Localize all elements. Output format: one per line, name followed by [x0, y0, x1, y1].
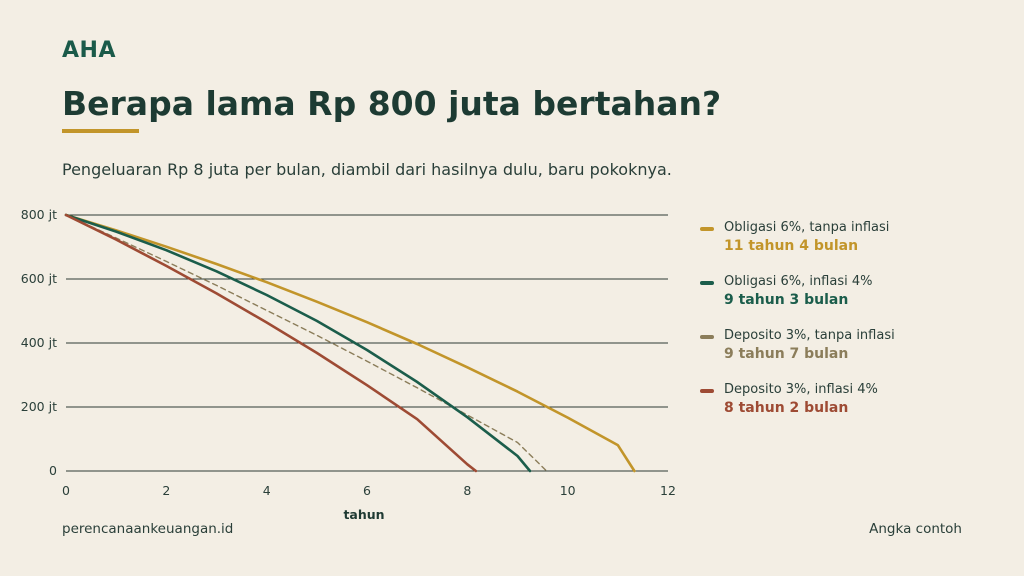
legend-swatch — [700, 227, 714, 231]
x-tick-label: 6 — [363, 483, 371, 498]
legend-swatch — [700, 389, 714, 393]
page-subtitle: Pengeluaran Rp 8 juta per bulan, diambil… — [62, 160, 672, 179]
brand-logo: AHA — [62, 38, 116, 63]
x-axis-label: tahun — [343, 507, 384, 522]
legend-series-result: 9 tahun 3 bulan — [724, 292, 849, 308]
legend-series-name: Obligasi 6%, tanpa inflasi — [724, 220, 890, 235]
sample-note: Angka contoh — [869, 521, 962, 537]
legend-series-name: Deposito 3%, tanpa inflasi — [724, 328, 895, 343]
y-tick-label: 800 jt — [21, 207, 57, 222]
series-lines — [64, 213, 636, 473]
legend-series-result: 9 tahun 7 bulan — [724, 346, 849, 362]
series-line-deposito-3-tanpa-inflasi — [65, 214, 548, 472]
page-title: Berapa lama Rp 800 juta bertahan? — [62, 84, 722, 123]
x-tick-label: 4 — [263, 483, 271, 498]
legend-series-result: 8 tahun 2 bulan — [724, 400, 849, 416]
series-line-obligasi-6-inflasi-4 — [64, 213, 532, 473]
x-tick-label: 12 — [660, 483, 676, 498]
legend-swatch — [700, 335, 714, 339]
series-line-obligasi-6-tanpa-inflasi — [64, 213, 636, 473]
y-tick-label: 200 jt — [21, 399, 57, 414]
x-tick-label: 10 — [560, 483, 576, 498]
x-tick-label: 0 — [62, 483, 70, 498]
series-line-deposito-3-inflasi-4 — [64, 213, 478, 473]
y-tick-label: 600 jt — [21, 271, 57, 286]
legend-swatch — [700, 281, 714, 285]
y-tick-label: 400 jt — [21, 335, 57, 350]
title-underline — [62, 129, 139, 133]
legend-series-name: Obligasi 6%, inflasi 4% — [724, 274, 873, 289]
axis-labels: 0 200 jt 400 jt 600 jt 800 jt 0 2 4 6 8 10 12 tahun — [21, 207, 676, 522]
source-credit: perencanaankeuangan.id — [62, 521, 234, 537]
grid-lines — [66, 214, 668, 472]
legend-series-result: 11 tahun 4 bulan — [724, 238, 859, 254]
legend-series-name: Deposito 3%, inflasi 4% — [724, 382, 878, 397]
x-tick-label: 8 — [463, 483, 471, 498]
y-tick-label: 0 — [49, 463, 57, 478]
x-tick-label: 2 — [162, 483, 170, 498]
